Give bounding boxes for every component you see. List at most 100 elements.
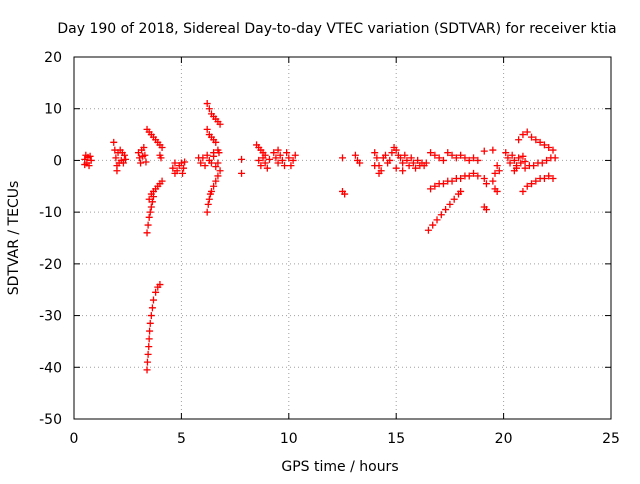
data-point — [412, 164, 420, 172]
data-point — [482, 180, 490, 188]
data-point — [204, 200, 212, 208]
data-point — [238, 169, 246, 177]
data-point — [212, 163, 220, 171]
data-point — [371, 149, 379, 157]
data-point — [207, 187, 215, 195]
data-point — [493, 187, 501, 195]
data-point — [148, 304, 156, 312]
data-point — [540, 141, 548, 149]
x-axis-label: GPS time / hours — [281, 459, 398, 475]
data-point — [491, 169, 499, 177]
y-tick-label: -50 — [39, 412, 62, 428]
data-point — [281, 162, 289, 170]
data-point — [146, 208, 154, 216]
data-point — [386, 156, 394, 164]
data-point — [143, 229, 151, 237]
data-point — [437, 211, 445, 219]
data-point — [470, 169, 478, 177]
data-point — [120, 151, 128, 159]
data-point — [407, 154, 415, 162]
data-point — [85, 162, 93, 170]
data-point — [538, 159, 546, 167]
data-point — [171, 159, 179, 167]
data-point — [212, 177, 220, 185]
data-points — [81, 100, 559, 374]
data-point — [255, 156, 263, 164]
data-point — [532, 136, 540, 144]
data-point — [147, 312, 155, 320]
data-point — [508, 151, 516, 159]
data-point — [545, 172, 553, 180]
data-point — [448, 177, 456, 185]
data-point — [502, 149, 510, 157]
data-point — [270, 149, 278, 157]
data-point — [283, 149, 291, 157]
data-point — [414, 156, 422, 164]
data-point — [272, 154, 280, 162]
data-point — [515, 154, 523, 162]
data-point — [119, 159, 127, 167]
data-point — [474, 172, 482, 180]
data-point — [392, 146, 400, 154]
data-point — [158, 144, 166, 151]
data-point — [517, 159, 525, 167]
data-point — [81, 161, 89, 169]
data-point — [238, 155, 246, 163]
data-point — [201, 162, 209, 170]
data-point — [444, 149, 452, 157]
plot-frame — [73, 56, 612, 420]
data-point — [457, 187, 465, 195]
data-point — [480, 147, 488, 155]
data-point — [470, 154, 478, 162]
data-point — [257, 162, 265, 170]
data-point — [143, 366, 151, 374]
data-point — [403, 156, 411, 164]
data-point — [212, 138, 220, 146]
data-point — [549, 146, 557, 154]
data-point — [180, 164, 188, 172]
data-point — [86, 152, 94, 160]
data-point — [549, 175, 557, 183]
data-point — [87, 156, 95, 164]
data-point — [203, 100, 211, 108]
data-point — [482, 206, 490, 214]
data-point — [145, 343, 153, 351]
data-point — [276, 151, 284, 159]
data-point — [433, 216, 441, 224]
data-point — [521, 164, 529, 172]
data-point — [422, 159, 430, 167]
data-point — [216, 120, 224, 128]
data-point — [461, 154, 469, 162]
data-point — [431, 151, 439, 159]
data-point — [545, 144, 553, 151]
data-point — [157, 154, 165, 162]
y-tick-label: -20 — [39, 257, 62, 273]
data-point — [203, 208, 211, 216]
y-tick-label: -10 — [39, 205, 62, 221]
data-point — [506, 159, 514, 167]
data-point — [112, 154, 120, 162]
data-point — [427, 185, 435, 193]
data-point — [504, 154, 512, 162]
data-point — [274, 159, 282, 167]
data-point — [519, 187, 527, 195]
data-point — [543, 156, 551, 164]
data-point — [424, 226, 432, 234]
data-point — [137, 159, 145, 167]
data-point — [532, 177, 540, 185]
data-point — [178, 169, 186, 177]
data-point — [181, 158, 189, 166]
data-point — [287, 162, 295, 170]
data-point — [493, 162, 501, 170]
data-point — [144, 350, 152, 358]
data-point — [510, 156, 518, 164]
x-tick-label: 15 — [387, 431, 405, 447]
data-point — [216, 167, 224, 175]
data-point — [215, 149, 223, 157]
data-point — [210, 182, 218, 190]
data-point — [285, 154, 293, 162]
data-point — [442, 206, 450, 214]
